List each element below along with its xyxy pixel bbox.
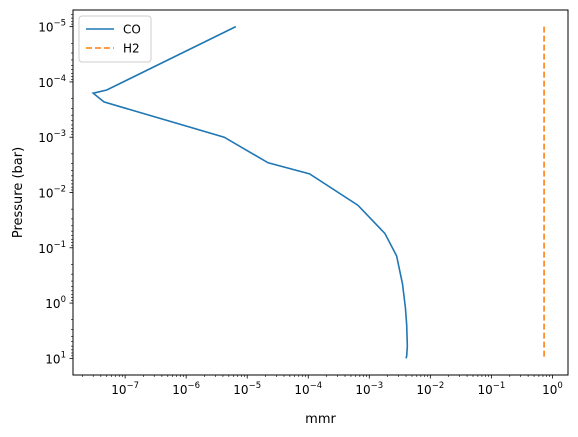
y-tick-label: 10−2 [38,185,66,201]
x-tick-label: 10−5 [233,381,261,397]
x-tick-label: 10−4 [294,381,322,397]
x-axis-label: mmr [305,412,336,427]
y-tick-label: 101 [45,350,66,366]
y-tick-label: 10−4 [38,74,66,90]
series-line-co [91,25,409,359]
x-tick-label: 10−3 [355,381,383,397]
major-ticks: 10−7 10−6 10−5 10−4 10−3 10−2 10−1 100 10−5 10−4 1… [38,19,563,397]
legend-label-h2: H2 [123,42,140,56]
x-tick-label: 100 [542,381,563,397]
y-tick-label: 10−5 [38,19,66,35]
legend: CO H2 [78,15,152,63]
legend-label-co: CO [123,23,141,37]
plot-lines [91,25,545,359]
x-tick-label: 10−7 [111,381,139,397]
y-tick-label: 10−3 [38,129,66,145]
y-tick-label: 10−1 [38,240,66,256]
plot-frame [72,9,569,376]
x-tick-label: 10−1 [477,381,505,397]
y-tick-label: 100 [45,295,66,311]
y-axis-label: Pressure (bar) [11,147,26,238]
x-tick-label: 10−2 [416,381,444,397]
legend-box [78,15,152,63]
x-tick-label: 10−6 [172,381,200,397]
